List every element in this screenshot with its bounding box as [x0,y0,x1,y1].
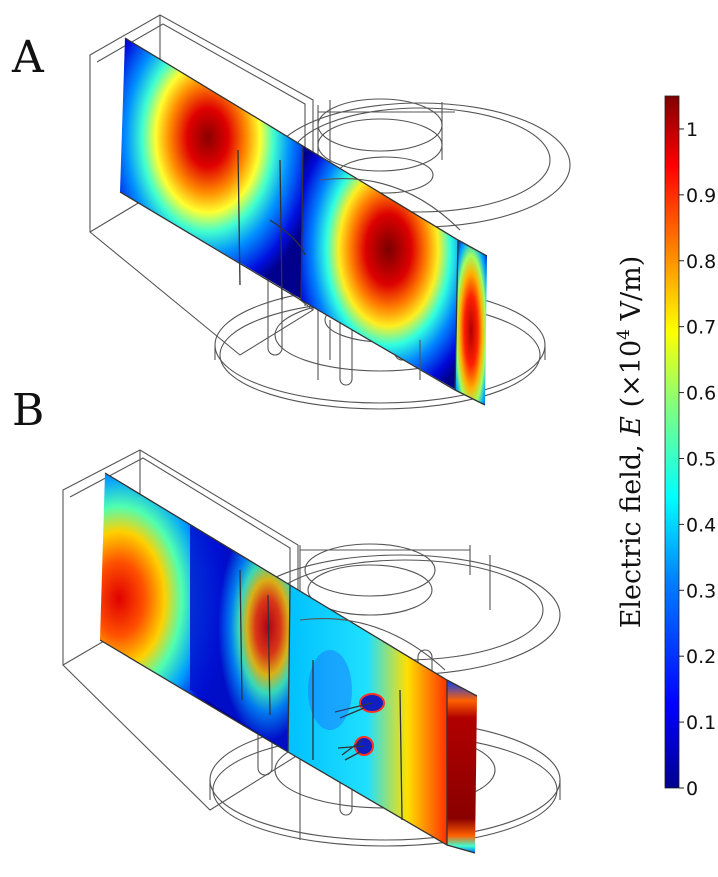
panel-label-b: B [12,385,44,436]
colorbar-gradient [664,95,680,789]
colorbar-tick-label: 0.3 [686,580,716,602]
colorbar-tick-label: 1 [686,119,698,141]
colorbar-tick-label: 0.1 [686,712,716,734]
field-slice-a-left [120,38,303,300]
colorbar-tick-label: 0.2 [686,646,716,668]
antenna-tips-b [308,650,385,761]
slice-edges-b [99,472,478,854]
colorbar-tick-label: 0.6 [686,383,716,405]
colorbar-tick-label: 0.5 [686,448,716,470]
colorbar-tick-label: 0.7 [686,317,716,339]
colorbar-tick-label: 0.4 [686,514,716,536]
slice-edges-a [119,37,488,406]
field-slice-a-middle [301,146,460,392]
colorbar-title: Electric field, E (×104 V/m) [614,256,647,629]
colorbar-ticks: 0 0.1 0.2 0.3 0.4 0.5 0.6 0.7 0.8 0.9 1 [679,119,716,800]
colorbar-tick-label: 0.8 [686,251,716,273]
field-slice-b-middle [288,585,447,845]
panel-a: A [11,14,571,410]
field-slice-a-right [455,240,487,405]
colorbar-tick-label: 0.9 [686,185,716,207]
colorbar: 0 0.1 0.2 0.3 0.4 0.5 0.6 0.7 0.8 0.9 1 Electric f… [614,95,716,800]
panel-label-a: A [11,32,45,83]
field-slice-b-left-hotspot [190,525,290,752]
panel-b: B [12,385,561,854]
field-slice-b-right [447,680,477,853]
colorbar-tick-label: 0 [686,778,698,800]
